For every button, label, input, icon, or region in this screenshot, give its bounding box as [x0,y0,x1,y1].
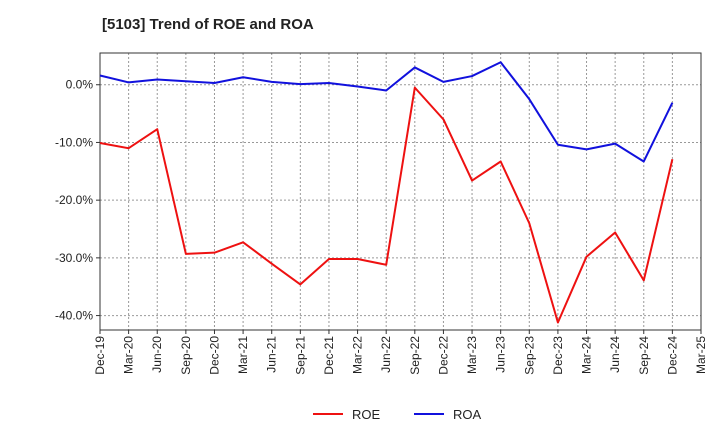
y-axis: 0.0% -10.0% -20.0% -30.0% -40.0% [55,78,100,323]
x-tick-label: Dec-19 [93,336,107,375]
x-tick-label: Mar-23 [465,336,479,374]
x-tick-label: Jun-22 [379,336,393,373]
x-tick-label: Mar-22 [351,336,365,374]
legend-label-roe: ROE [352,407,381,422]
x-tick-label: Mar-21 [236,336,250,374]
x-tick-label: Sep-20 [179,336,193,375]
series-layer [99,61,674,324]
y-tick-label: -40.0% [55,309,93,323]
legend: ROE ROA [313,407,482,422]
y-tick-label: 0.0% [66,78,94,92]
x-tick-label: Jun-21 [265,336,279,373]
series-line-roe [99,86,674,324]
x-tick-label: Dec-22 [436,336,450,375]
x-axis: Dec-19 Mar-20 Jun-20 Sep-20 Dec-20 Mar-21 Jun-… [93,330,708,375]
x-tick-label: Mar-20 [122,336,136,374]
y-tick-label: -20.0% [55,193,93,207]
legend-label-roa: ROA [453,407,482,422]
x-tick-label: Sep-22 [408,336,422,375]
x-tick-label: Dec-23 [551,336,565,375]
x-tick-label: Jun-20 [150,336,164,373]
y-tick-label: -10.0% [55,135,93,149]
grid [100,53,701,330]
x-tick-label: Mar-24 [580,336,594,374]
x-tick-label: Sep-21 [293,336,307,375]
x-tick-label: Mar-25 [694,336,708,374]
x-tick-label: Jun-23 [494,336,508,373]
y-tick-label: -30.0% [55,251,93,265]
plot-area [99,52,702,331]
x-tick-label: Dec-20 [207,336,221,375]
x-tick-label: Sep-24 [637,336,651,375]
x-tick-label: Dec-24 [665,336,679,375]
series-line-roa [99,61,674,163]
x-tick-label: Jun-24 [608,336,622,373]
x-tick-label: Dec-21 [322,336,336,375]
chart-title: [5103] Trend of ROE and ROA [102,16,314,33]
x-tick-label: Sep-23 [522,336,536,375]
